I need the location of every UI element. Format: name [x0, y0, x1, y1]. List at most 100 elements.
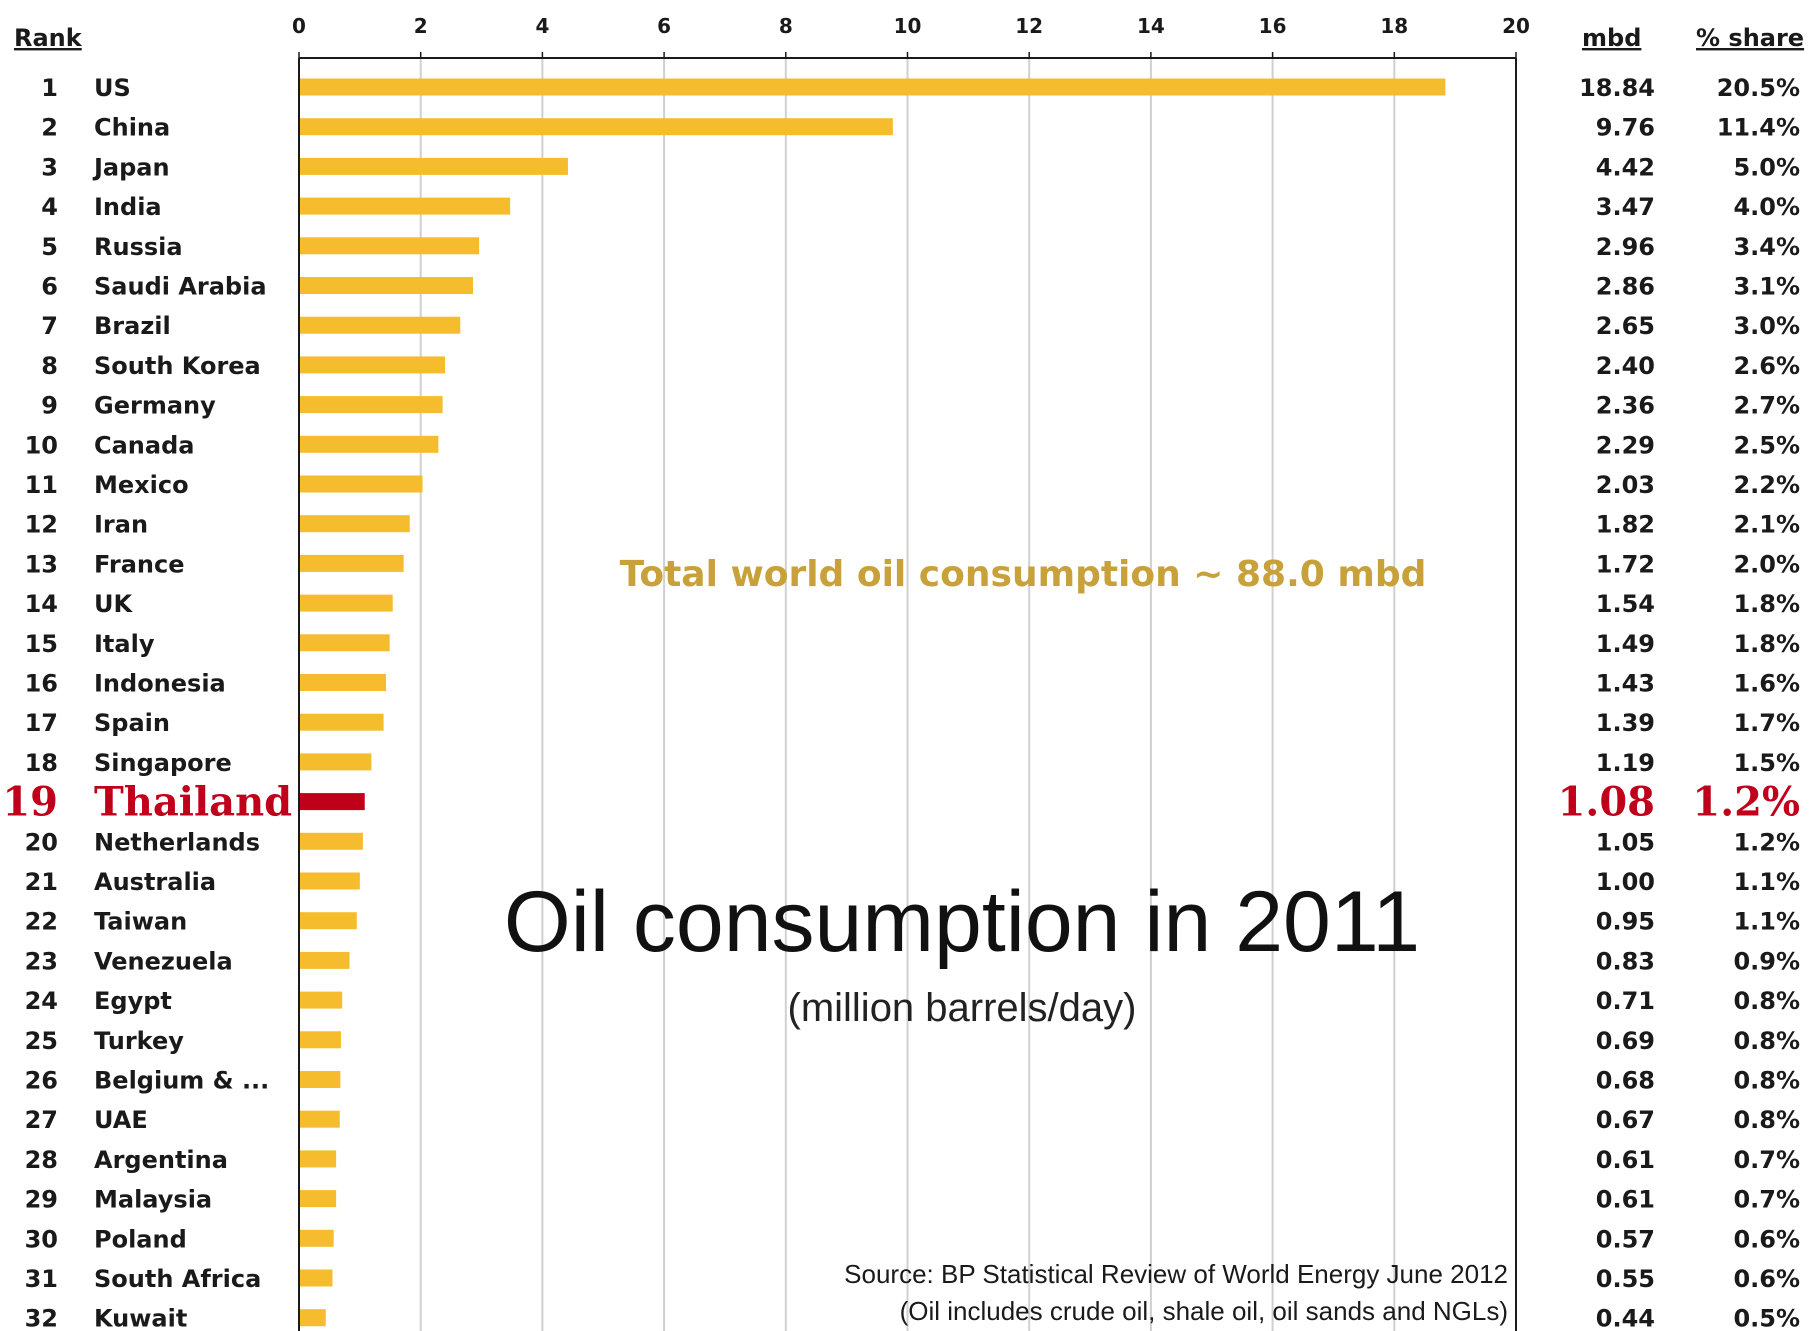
country-label: Thailand: [94, 779, 292, 826]
rank-cell: 31: [25, 1265, 58, 1293]
country-label: Venezuela: [94, 947, 233, 975]
mbd-value: 1.72: [1596, 550, 1655, 578]
bar: [299, 674, 387, 691]
bar: [299, 1309, 326, 1327]
x-tick-label: 4: [535, 14, 549, 38]
share-value: 1.2%: [1692, 779, 1800, 826]
bar: [299, 197, 511, 215]
share-value: 4.0%: [1733, 193, 1800, 221]
x-tick-label: 20: [1502, 14, 1530, 38]
total-consumption-annotation: Total world oil consumption ~ 88.0 mbd: [620, 554, 1427, 595]
bar: [299, 237, 480, 255]
share-value: 1.8%: [1733, 590, 1800, 618]
bar: [299, 157, 568, 175]
bar: [299, 912, 357, 930]
rank-cell: 20: [25, 828, 58, 856]
mbd-value: 0.68: [1596, 1067, 1655, 1095]
share-value: 1.6%: [1733, 670, 1800, 698]
country-label: India: [94, 193, 162, 221]
mbd-value: 0.57: [1596, 1225, 1655, 1253]
country-label: Brazil: [94, 312, 171, 340]
share-value: 0.8%: [1733, 1027, 1800, 1055]
share-value: 5.0%: [1733, 153, 1800, 181]
country-label: Australia: [94, 868, 216, 896]
x-tick-label: 0: [292, 14, 306, 38]
rank-cell: 24: [25, 987, 58, 1015]
country-label: Indonesia: [94, 670, 226, 698]
bar: [299, 515, 410, 533]
country-label: South Africa: [94, 1265, 261, 1293]
share-value: 1.8%: [1733, 630, 1800, 658]
bar: [299, 594, 393, 612]
rank-cell: 19: [2, 779, 58, 826]
rank-cell: 28: [25, 1146, 58, 1174]
rank-cell: 11: [25, 471, 58, 499]
x-tick-label: 6: [657, 14, 671, 38]
country-label: UAE: [94, 1106, 148, 1134]
x-tick-label: 14: [1137, 14, 1165, 38]
share-value: 0.7%: [1733, 1146, 1800, 1174]
x-tick-label: 12: [1015, 14, 1043, 38]
country-label: China: [94, 114, 170, 142]
source-note: Source: BP Statistical Review of World E…: [844, 1259, 1508, 1289]
share-value: 1.7%: [1733, 709, 1800, 737]
rank-cell: 25: [25, 1027, 58, 1055]
country-label: France: [94, 550, 184, 578]
rank-cell: 13: [25, 550, 58, 578]
chart-subtitle: (million barrels/day): [788, 986, 1137, 1030]
share-value: 0.5%: [1733, 1305, 1800, 1331]
mbd-value: 0.71: [1596, 987, 1655, 1015]
mbd-value: 0.69: [1596, 1027, 1655, 1055]
mbd-value: 0.55: [1596, 1265, 1655, 1293]
rank-cell: 26: [25, 1067, 58, 1095]
bar: [299, 991, 343, 1009]
mbd-value: 0.61: [1596, 1186, 1655, 1214]
country-label: Russia: [94, 233, 183, 261]
bar: [299, 554, 404, 572]
share-value: 2.2%: [1733, 471, 1800, 499]
country-label: Malaysia: [94, 1186, 212, 1214]
rank-cell: 21: [25, 868, 58, 896]
rank-cell: 12: [25, 511, 58, 539]
country-label: Japan: [92, 153, 170, 181]
share-value: 1.2%: [1733, 828, 1800, 856]
share-value: 1.1%: [1733, 868, 1800, 896]
share-value: 2.1%: [1733, 511, 1800, 539]
mbd-value: 1.00: [1596, 868, 1655, 896]
mbd-value: 0.44: [1596, 1305, 1655, 1331]
rank-cell: 27: [25, 1106, 58, 1134]
country-label: Canada: [94, 431, 194, 459]
rank-cell: 29: [25, 1186, 58, 1214]
bar: [299, 872, 360, 890]
rank-cell: 22: [25, 908, 58, 936]
bar: [299, 1031, 341, 1049]
share-value: 0.8%: [1733, 987, 1800, 1015]
mbd-value: 9.76: [1596, 114, 1655, 142]
share-value: 2.6%: [1733, 352, 1800, 380]
country-label: Germany: [94, 392, 216, 420]
share-value: 0.8%: [1733, 1067, 1800, 1095]
mbd-value: 1.05: [1596, 828, 1655, 856]
bars-layer: [299, 78, 1446, 1327]
source-note-detail: (Oil includes crude oil, shale oil, oil …: [900, 1296, 1508, 1326]
mbd-value: 2.86: [1596, 273, 1655, 301]
mbd-value: 4.42: [1596, 153, 1655, 181]
country-label: Argentina: [94, 1146, 228, 1174]
bar: [299, 316, 461, 334]
share-value: 20.5%: [1717, 74, 1800, 102]
axis-layer: 0 2 4 6 8 10 12 14 16 18 20: [292, 14, 1530, 1331]
mbd-value: 1.82: [1596, 511, 1655, 539]
share-value: 0.9%: [1733, 947, 1800, 975]
mbd-value: 2.29: [1596, 431, 1655, 459]
x-tick-label: 18: [1380, 14, 1408, 38]
country-label: Taiwan: [94, 908, 187, 936]
x-tick-label: 8: [779, 14, 793, 38]
bar: [299, 356, 446, 374]
mbd-value: 2.40: [1596, 352, 1655, 380]
rank-cell: 6: [41, 273, 58, 301]
country-label: UK: [94, 590, 133, 618]
bar: [299, 1229, 334, 1247]
mbd-value: 3.47: [1596, 193, 1655, 221]
rank-cell: 5: [41, 233, 58, 261]
